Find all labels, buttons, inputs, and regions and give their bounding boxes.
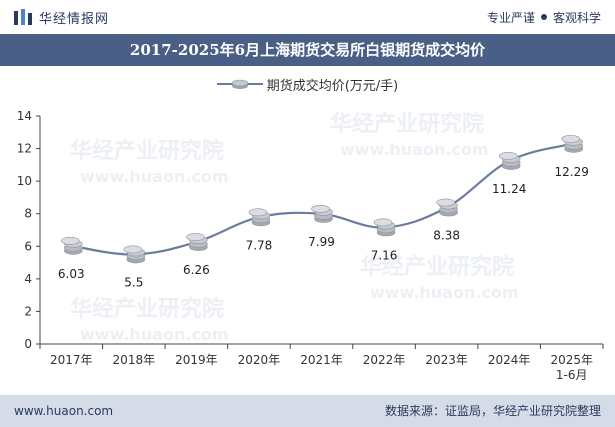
data-point-marker — [373, 218, 396, 237]
tagline-right: 客观科学 — [552, 10, 601, 25]
y-tick-label: 0 — [24, 337, 32, 351]
y-tick-label: 12 — [17, 142, 32, 156]
watermark-text: 华经产业研究院 — [70, 296, 224, 322]
watermark-text: 华经产业研究院 — [70, 138, 224, 164]
x-tick-label: 2023年 — [425, 353, 468, 367]
x-tick-label: 2022年 — [363, 353, 406, 367]
legend: 期货成交均价(万元/手) — [0, 74, 615, 94]
data-point-marker — [498, 152, 521, 170]
brand-name: 华经情报网 — [39, 11, 110, 27]
data-point-marker — [561, 134, 584, 153]
watermark-text: 华经产业研究院 — [360, 254, 514, 280]
data-point-marker — [123, 245, 146, 264]
y-tick-label: 2 — [24, 304, 32, 318]
data-point-marker — [248, 208, 271, 227]
watermark: 华经产业研究院 www.huaon.com — [360, 254, 519, 302]
tagline-dot-icon — [540, 14, 547, 20]
watermark: 华经产业研究院 www.huaon.com — [70, 138, 229, 186]
watermark: 华经产业研究院 www.huaon.com — [330, 111, 489, 159]
x-tick-label: 2017年 — [50, 353, 93, 367]
legend-label: 期货成交均价(万元/手) — [266, 78, 399, 94]
footer-source: 数据来源：证监局，华经产业研究院整理 — [384, 404, 601, 418]
data-label: 7.99 — [308, 235, 335, 249]
data-point-marker — [311, 204, 333, 223]
y-tick-label: 14 — [17, 109, 32, 123]
tagline-left: 专业严谨 — [486, 10, 535, 25]
y-tick-label: 10 — [17, 174, 32, 188]
x-tick-label: 2018年 — [113, 353, 156, 367]
data-label: 11.24 — [492, 182, 526, 196]
watermark-url: www.huaon.com — [80, 325, 229, 344]
x-tick-label: 2024年 — [488, 353, 531, 367]
top-bar: 华经情报网 专业严谨 客观科学 — [0, 0, 615, 34]
watermark-url: www.huaon.com — [370, 283, 519, 302]
watermark: 华经产业研究院 www.huaon.com — [70, 296, 229, 344]
watermark-url: www.huaon.com — [80, 167, 229, 186]
watermark-url: www.huaon.com — [340, 140, 489, 159]
data-label: 12.29 — [555, 165, 589, 179]
data-point-marker — [60, 236, 83, 255]
y-tick-label: 4 — [24, 272, 32, 286]
data-label: 5.5 — [124, 275, 143, 289]
x-tick-label: 2020年 — [238, 353, 281, 367]
data-label: 6.03 — [58, 267, 85, 281]
line-chart: 华经产业研究院 www.huaon.com 华经产业研究院 www.huaon.com… — [17, 109, 604, 382]
watermark-group: 华经产业研究院 www.huaon.com 华经产业研究院 www.huaon.com… — [70, 111, 519, 344]
tagline: 专业严谨 客观科学 — [487, 8, 601, 26]
x-tick-label: 2019年 — [175, 353, 218, 367]
data-label: 8.38 — [433, 229, 460, 243]
chart-title: 2017-2025年6月上海期货交易所白银期货成交均价 — [0, 34, 615, 66]
y-tick-label: 6 — [24, 239, 32, 253]
data-label: 7.78 — [246, 238, 273, 252]
footer-url[interactable]: www.huaon.com — [14, 404, 114, 418]
watermark-text: 华经产业研究院 — [330, 111, 484, 137]
footer: www.huaon.com 数据来源：证监局，华经产业研究院整理 — [0, 395, 615, 427]
data-point-marker — [186, 233, 208, 251]
brand[interactable]: 华经情报网 — [14, 8, 110, 27]
data-label: 7.16 — [371, 248, 398, 262]
brand-logo-icon — [14, 9, 32, 25]
y-tick-label: 8 — [24, 207, 32, 221]
data-point-marker — [436, 198, 458, 217]
x-tick-label: 2021年 — [300, 353, 343, 367]
data-label: 6.26 — [183, 263, 210, 277]
x-tick-label: 2025年 1-6月 — [550, 353, 593, 382]
legend-line-marker-icon — [216, 79, 263, 89]
